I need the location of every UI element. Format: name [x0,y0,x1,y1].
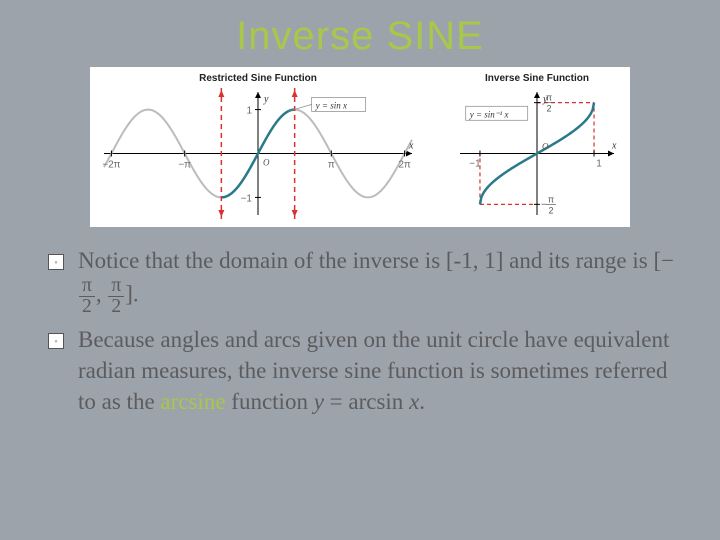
bullet-text-1: Notice that the domain of the inverse is… [78,245,680,316]
svg-text:y: y [542,94,548,105]
b2-mid: function [226,389,314,414]
svg-text:−1: −1 [241,193,253,204]
b1-post: ]. [125,281,138,306]
svg-text:2π: 2π [398,160,411,171]
bullet-icon [48,333,64,349]
bullet-list: Notice that the domain of the inverse is… [48,245,680,417]
b2-eq: = arcsin [324,389,409,414]
svg-text:−π: −π [178,160,191,171]
svg-text:π: π [328,160,335,171]
svg-text:2: 2 [546,104,551,114]
fraction-pi-2: π2 [108,276,124,316]
b2-end: . [419,389,425,414]
svg-text:1: 1 [246,106,252,117]
svg-text:2: 2 [548,205,553,215]
svg-text:1: 1 [596,159,602,170]
svg-text:x: x [611,141,617,152]
svg-text:y = sin x: y = sin x [315,100,347,110]
list-item: Because angles and arcs given on the uni… [48,324,680,417]
b1-comma: , [96,281,108,306]
svg-text:y: y [263,94,269,105]
bullet-text-2: Because angles and arcs given on the uni… [78,324,680,417]
slide: Inverse SINE Restricted Sine Function −2… [0,0,720,540]
frac-num: π [108,276,124,297]
arcsine-accent: arcsine [160,389,225,414]
chart-restricted-sine: Restricted Sine Function −2π −π π 2π −1 1 Ox y y… [98,73,418,221]
frac-den: 2 [79,297,95,317]
bullet-icon [48,254,64,270]
svg-text:O: O [542,142,549,152]
list-item: Notice that the domain of the inverse is… [48,245,680,316]
svg-text:−2π: −2π [102,160,120,171]
svg-text:x: x [408,141,414,152]
b2-y: y [314,389,324,414]
chart-right-title: Inverse Sine Function [452,73,622,84]
page-title: Inverse SINE [0,0,720,59]
b1-pre: Notice that the domain of the inverse is… [78,248,661,273]
charts-panel: Restricted Sine Function −2π−ππ2π−11Oxyy… [90,67,630,227]
svg-text:π: π [548,194,554,204]
chart-inverse-sine: Inverse Sine Function −11π2−π2Oxyy = sin… [452,73,622,221]
chart-left-svg: −2π −π π 2π −1 1 Ox y y = sin x [98,86,418,221]
fraction-neg-pi-2: π2 [79,276,95,316]
svg-text:−: − [541,199,547,210]
chart-left-title: Restricted Sine Function [98,73,418,84]
svg-text:O: O [263,158,270,168]
chart-right-svg: −11π2−π2Oxyy = sin⁻¹ x [452,86,622,221]
svg-text:−1: −1 [469,159,481,170]
frac-den: 2 [108,297,124,317]
frac-num: π [79,276,95,297]
svg-text:y = sin⁻¹ x: y = sin⁻¹ x [469,109,509,119]
b2-x: x [409,389,419,414]
